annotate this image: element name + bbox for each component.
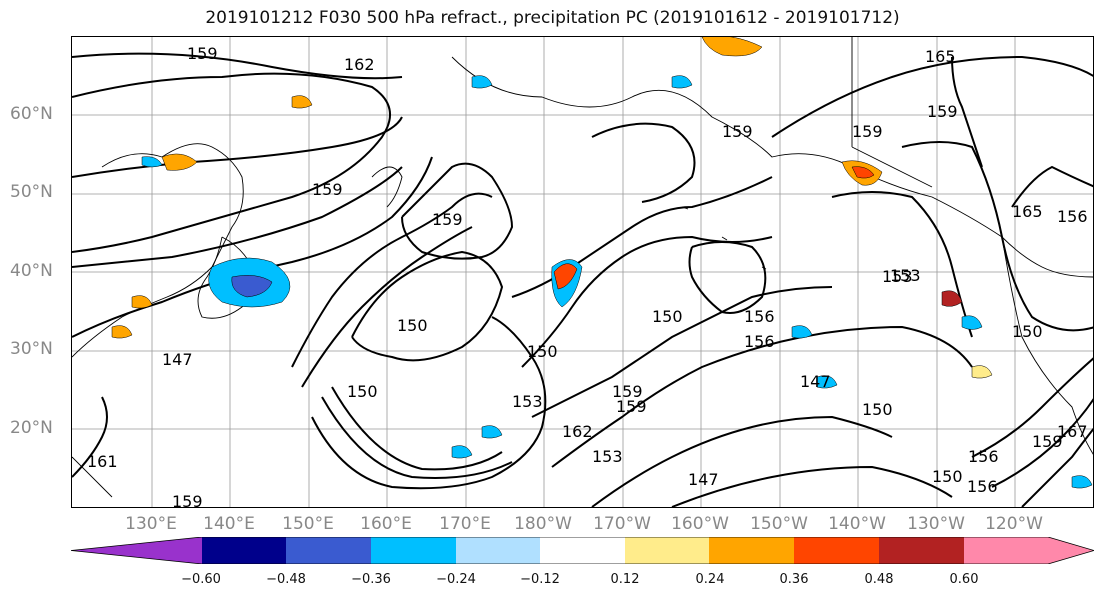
contour-label-group: 159 162 165 159 159 150 150 147 150 153 … (87, 44, 1088, 508)
contour-label: 153 (890, 266, 921, 285)
contour-label: 147 (162, 350, 193, 369)
contour-label: 159 (852, 122, 883, 141)
colorbar-tick: −0.12 (520, 572, 560, 587)
colorbar-segments (71, 537, 1094, 564)
contour-label: 165 (1012, 202, 1043, 221)
contour-label: 162 (562, 422, 593, 441)
contour-label: 159 (312, 180, 343, 199)
contour-label: 161 (87, 452, 118, 471)
map-canvas: 159 162 165 159 159 150 150 147 150 153 … (72, 37, 1093, 508)
colorbar-tick: 0.12 (610, 572, 640, 587)
colorbar-segment (371, 537, 456, 564)
colorbar-tick: 0.24 (695, 572, 725, 587)
contour-label: 150 (527, 342, 558, 361)
colorbar-segment (709, 537, 794, 564)
contour-label: 156 (744, 332, 775, 351)
colorbar-tick: 0.60 (949, 572, 979, 587)
contour-label: 150 (347, 382, 378, 401)
precipitation-patches (111, 37, 1093, 489)
contour-label: 159 (1032, 432, 1063, 451)
lon-label-120w: 120°W (985, 514, 1043, 534)
colorbar-segment (625, 537, 709, 564)
contour-label: 167 (1057, 422, 1088, 441)
lon-label-150w: 150°W (750, 514, 808, 534)
lat-label-60n: 60°N (10, 104, 53, 124)
contour-label: 156 (744, 307, 775, 326)
contour-label: 162 (344, 55, 375, 74)
colorbar (71, 537, 1094, 564)
colorbar-segment (540, 537, 625, 564)
contour-label: 153 (512, 392, 543, 411)
lat-label-50n: 50°N (10, 182, 53, 202)
contour-label: 150 (397, 316, 428, 335)
lon-label-150e: 150°E (282, 514, 334, 534)
colorbar-tick: −0.60 (181, 572, 221, 587)
lon-label-130e: 130°E (125, 514, 177, 534)
lon-label-170w: 170°W (593, 514, 651, 534)
contour-label: 159 (612, 382, 643, 401)
contour-label: 153 (882, 267, 913, 286)
map-panel[interactable]: 159 162 165 159 159 150 150 147 150 153 … (71, 36, 1094, 508)
contour-label: 153 (592, 447, 623, 466)
contour-label: 159 (722, 122, 753, 141)
contour-label: 150 (652, 307, 683, 326)
contour-label: 156 (967, 477, 998, 496)
contour-label: 159 (187, 44, 218, 63)
colorbar-tick: 0.36 (779, 572, 809, 587)
colorbar-tick: −0.24 (436, 572, 476, 587)
contour-label: 159 (927, 102, 958, 121)
lon-label-140e: 140°E (203, 514, 255, 534)
lat-label-20n: 20°N (10, 418, 53, 438)
colorbar-segment (286, 537, 371, 564)
contour-label: 156 (968, 447, 999, 466)
colorbar-segment (964, 537, 1094, 564)
contour-label: 165 (925, 47, 956, 66)
contour-label: 159 (172, 492, 203, 508)
lat-label-40n: 40°N (10, 261, 53, 281)
map-title: 2019101212 F030 500 hPa refract., precip… (205, 8, 900, 28)
contour-label: 150 (862, 400, 893, 419)
colorbar-segment (71, 537, 202, 564)
colorbar-segment (794, 537, 879, 564)
colorbar-segment (202, 537, 286, 564)
lon-label-130w: 130°W (907, 514, 965, 534)
contour-label: 150 (932, 467, 963, 486)
contour-label: 156 (1057, 207, 1088, 226)
lon-label-180w: 180°W (514, 514, 572, 534)
contour-label: 150 (1012, 322, 1043, 341)
contour-label: 147 (688, 470, 719, 489)
contour-label: 159 (616, 397, 647, 416)
refractivity-contours (72, 52, 1093, 507)
lon-label-160w: 160°W (671, 514, 729, 534)
colorbar-tick: −0.36 (351, 572, 391, 587)
lon-label-160e: 160°E (360, 514, 412, 534)
contour-label: 147 (800, 372, 831, 391)
colorbar-segment (456, 537, 540, 564)
contour-label: 159 (432, 210, 463, 229)
lon-label-170e: 170°E (439, 514, 491, 534)
colorbar-tick: −0.48 (266, 572, 306, 587)
colorbar-segment (879, 537, 964, 564)
colorbar-tick: 0.48 (864, 572, 894, 587)
lat-label-30n: 30°N (10, 339, 53, 359)
lon-label-140w: 140°W (828, 514, 886, 534)
